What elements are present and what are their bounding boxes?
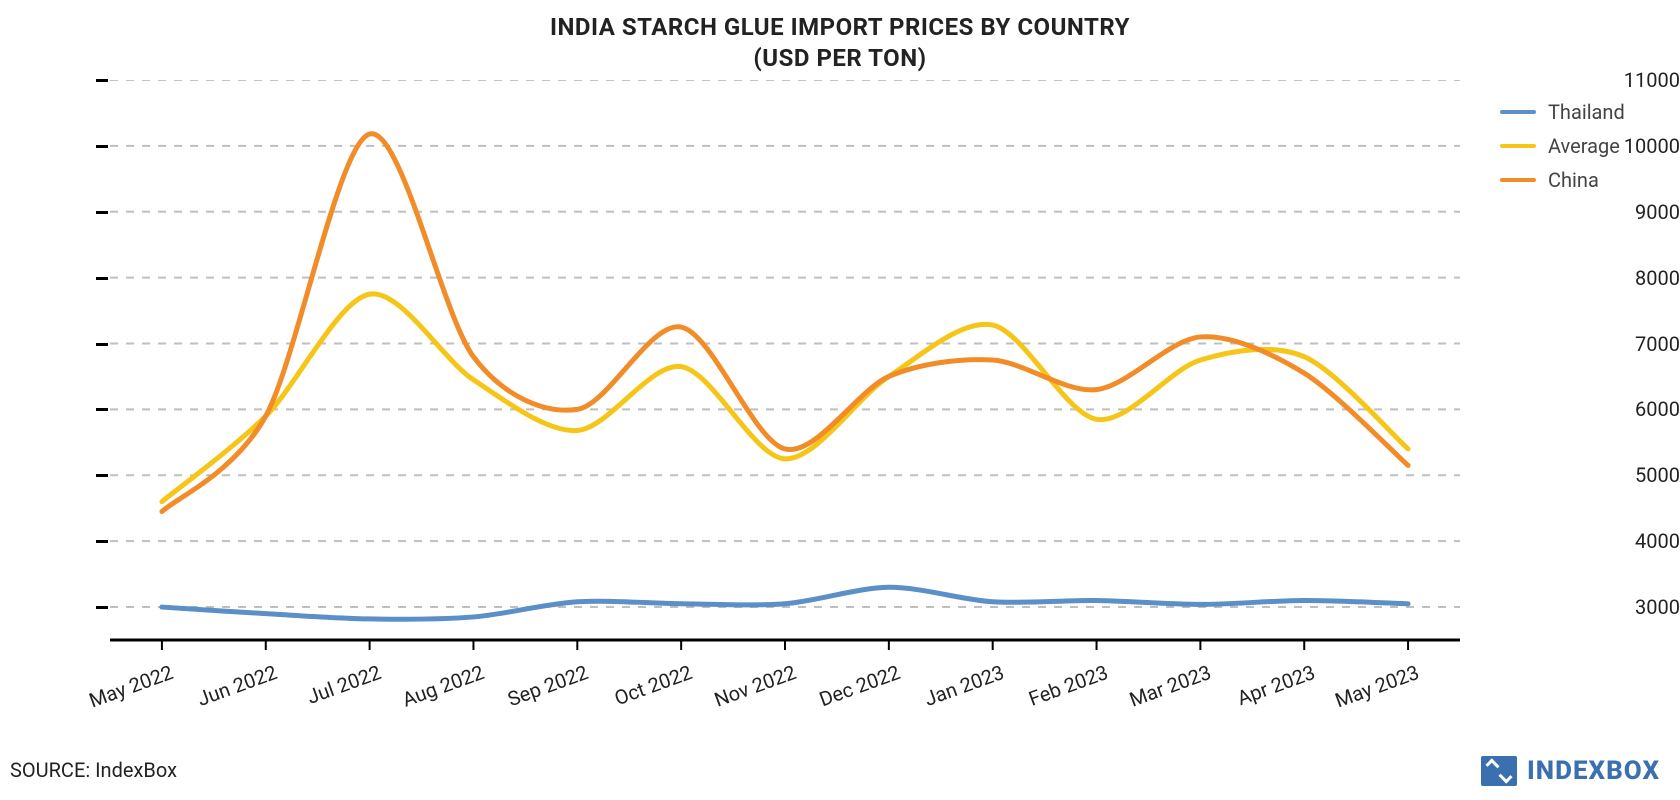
y-tick-label: 7000 xyxy=(1590,332,1680,356)
legend-swatch xyxy=(1500,110,1536,114)
y-tick-mark xyxy=(96,79,108,82)
y-tick-mark xyxy=(96,540,108,543)
chart-area: 30004000500060007000800090001000011000 M… xyxy=(0,80,1680,700)
indexbox-logo: INDEXBOX xyxy=(1481,756,1660,786)
y-tick-mark xyxy=(96,145,108,148)
legend: Thailand Average China xyxy=(1500,100,1625,202)
chart-title-line2: (USD PER TON) xyxy=(0,43,1680,74)
y-tick-mark xyxy=(96,343,108,346)
y-tick-mark xyxy=(96,277,108,280)
legend-swatch xyxy=(1500,178,1536,182)
legend-label: Thailand xyxy=(1548,100,1625,124)
y-tick-label: 11000 xyxy=(1590,68,1680,92)
legend-item-china: China xyxy=(1500,168,1625,192)
chart-title: INDIA STARCH GLUE IMPORT PRICES BY COUNT… xyxy=(0,0,1680,74)
y-tick-label: 6000 xyxy=(1590,397,1680,421)
y-tick-label: 9000 xyxy=(1590,200,1680,224)
legend-swatch xyxy=(1500,144,1536,148)
indexbox-logo-text: INDEXBOX xyxy=(1527,756,1660,786)
y-tick-mark xyxy=(96,211,108,214)
y-tick-label: 4000 xyxy=(1590,529,1680,553)
y-tick-mark xyxy=(96,606,108,609)
indexbox-logo-icon xyxy=(1481,756,1517,786)
y-tick-label: 3000 xyxy=(1590,595,1680,619)
line-chart-svg xyxy=(0,80,1680,700)
y-tick-mark xyxy=(96,474,108,477)
chart-title-line1: INDIA STARCH GLUE IMPORT PRICES BY COUNT… xyxy=(0,12,1680,43)
series-line-average xyxy=(162,294,1408,502)
y-tick-label: 8000 xyxy=(1590,266,1680,290)
y-tick-mark xyxy=(96,408,108,411)
source-text: SOURCE: IndexBox xyxy=(10,758,177,782)
legend-item-average: Average xyxy=(1500,134,1625,158)
series-line-china xyxy=(162,134,1408,512)
legend-item-thailand: Thailand xyxy=(1500,100,1625,124)
legend-label: China xyxy=(1548,168,1599,192)
y-tick-label: 5000 xyxy=(1590,463,1680,487)
legend-label: Average xyxy=(1548,134,1620,158)
series-line-thailand xyxy=(162,587,1408,619)
